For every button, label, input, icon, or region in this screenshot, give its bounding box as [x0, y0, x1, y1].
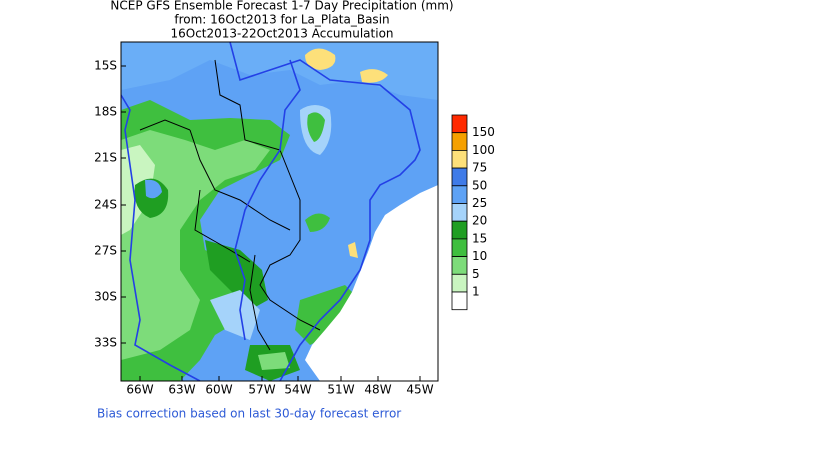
lon-label: 60W [205, 383, 232, 397]
lat-label: 18S [94, 105, 117, 119]
lon-label: 45W [406, 383, 433, 397]
field [205, 240, 268, 310]
legend-swatch [451, 132, 468, 151]
legend-label: 100 [472, 143, 495, 157]
legend-swatch [451, 149, 468, 169]
title: NCEP GFS Ensemble Forecast 1-7 Day Preci… [110, 0, 453, 13]
legend-label: 20 [472, 214, 487, 228]
map-frame [120, 41, 439, 382]
ocean [305, 185, 438, 381]
lon-label: 54W [284, 383, 311, 397]
lon-label: 57W [248, 383, 275, 397]
legend-swatch [451, 114, 468, 134]
lat-label: 27S [94, 244, 117, 258]
lat-label: 30S [94, 290, 117, 304]
legend-swatch [451, 291, 468, 311]
legend-label: 50 [472, 178, 487, 192]
lat-label: 15S [94, 59, 117, 73]
legend-label: 150 [472, 125, 495, 139]
basin-outline [121, 42, 421, 381]
legend-label: 15 [472, 231, 487, 245]
lon-label: 63W [168, 383, 195, 397]
legend-swatch [451, 273, 468, 293]
lon-label: 51W [327, 383, 354, 397]
subtitle: 16Oct2013-22Oct2013 Accumulation [170, 27, 393, 41]
legend-swatch [451, 238, 468, 257]
legend-label: 1 [472, 285, 480, 299]
legend-swatch [451, 256, 468, 275]
precip-field [121, 42, 438, 381]
legend-swatch [451, 220, 468, 240]
field [210, 290, 260, 340]
color-legend: 150 100 75 50 25 20 15 10 5 1 [451, 114, 495, 311]
field [348, 242, 358, 258]
lat-label: 33S [94, 336, 117, 350]
lon-label: 66W [126, 383, 153, 397]
legend-label: 75 [472, 161, 487, 175]
field [360, 69, 388, 83]
lon-label: 48W [364, 383, 391, 397]
field [305, 48, 336, 70]
field [305, 213, 330, 232]
legend-label: 10 [472, 249, 487, 263]
lat-label: 24S [94, 198, 117, 212]
lat-label: 21S [94, 151, 117, 165]
legend-label: 25 [472, 196, 487, 210]
field [258, 352, 290, 370]
legend-label: 5 [472, 267, 480, 281]
field [121, 42, 438, 100]
titles: NCEP GFS Ensemble Forecast 1-7 Day Preci… [110, 0, 453, 41]
legend-swatch [451, 167, 468, 187]
legend-swatch [451, 203, 468, 222]
field [307, 112, 325, 142]
field [145, 179, 162, 199]
legend-swatch [451, 185, 468, 204]
subtitle: from: 16Oct2013 for La_Plata_Basin [174, 13, 389, 27]
footnote: Bias correction based on last 30-day for… [97, 407, 401, 421]
axes: 15S 18S 21S 24S 27S 30S 33S 66W 63W 60W 57W 54W 51W 4… [94, 59, 434, 397]
borders [139, 59, 321, 351]
